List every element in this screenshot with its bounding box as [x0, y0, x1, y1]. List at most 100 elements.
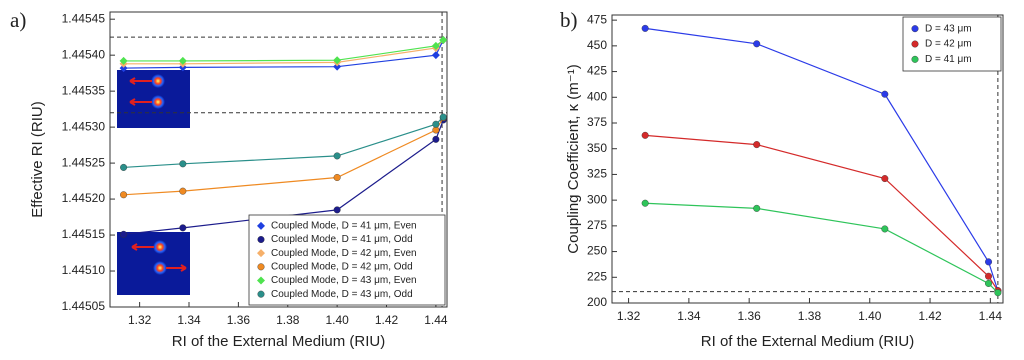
y-tick-label: 350 [587, 141, 607, 155]
legend-box [248, 214, 446, 306]
mode-spot [153, 240, 167, 254]
data-point [432, 120, 440, 128]
legend-marker [257, 235, 265, 243]
legend-label: Coupled Mode, D = 42 μm, Odd [271, 261, 413, 272]
legend-marker [911, 40, 919, 48]
series-line [645, 202, 999, 294]
y-tick-label: 1.44520 [62, 191, 106, 205]
y-tick-label: 425 [587, 64, 607, 78]
x-tick-label: 1.34 [677, 309, 701, 323]
legend-marker [257, 276, 265, 285]
legend-label: Coupled Mode, D = 42 μm, Even [271, 248, 417, 259]
legend-label: Coupled Mode, D = 41 μm, Odd [271, 234, 413, 245]
data-point [641, 24, 649, 32]
y-tick-label: 1.44535 [62, 83, 106, 97]
y-tick-label: 475 [587, 12, 607, 26]
legend-label: D = 41 μm [925, 54, 972, 65]
arrow [131, 243, 187, 272]
x-tick-label: 1.40 [325, 313, 349, 327]
y-tick-label: 1.44545 [62, 11, 106, 25]
y-tick-label: 1.44525 [62, 155, 106, 169]
data-point [439, 36, 448, 45]
y-tick-label: 1.44540 [62, 47, 106, 61]
x-tick-label: 1.38 [276, 313, 300, 327]
legend-label: Coupled Mode, D = 41 μm, Even [271, 220, 417, 231]
mode-spot [151, 95, 165, 109]
y-tick-label: 1.44505 [62, 299, 106, 313]
legend-marker [257, 249, 265, 258]
data-point [120, 191, 128, 199]
panel-label: a) [10, 8, 26, 32]
panel-label: b) [560, 8, 578, 32]
x-tick-label: 1.32 [128, 313, 152, 327]
mode-spot [151, 74, 165, 88]
legend-marker [257, 290, 265, 298]
data-point [333, 62, 342, 71]
x-axis-label: RI of the External Medium (RIU) [172, 333, 385, 350]
x-tick-label: 1.44 [424, 313, 448, 327]
y-tick-label: 1.44530 [62, 119, 106, 133]
y-tick-label: 300 [587, 192, 607, 206]
inset-upper [117, 70, 190, 128]
legend-label: D = 42 μm [925, 39, 972, 50]
data-point [120, 163, 128, 171]
legend-marker [257, 263, 265, 271]
plot-frame [109, 11, 448, 308]
legend-label: Coupled Mode, D = 43 μm, Even [271, 275, 417, 286]
data-point [120, 230, 128, 238]
y-tick-label: 1.44510 [62, 263, 106, 277]
data-point [985, 258, 993, 266]
data-point [119, 56, 128, 65]
data-point [431, 51, 440, 60]
x-tick-label: 1.36 [227, 313, 251, 327]
y-tick-label: 250 [587, 244, 607, 258]
legend-box [902, 16, 1002, 72]
inset-lower [117, 232, 190, 295]
series-line [123, 39, 444, 62]
legend-marker [257, 221, 265, 230]
legend-label: D = 43 μm [925, 23, 972, 34]
legend-marker [911, 25, 919, 33]
data-point [753, 141, 761, 149]
y-tick-label: 200 [587, 295, 607, 309]
legend-label: Coupled Mode, D = 43 μm, Odd [271, 289, 413, 300]
y-tick-label: 1.44515 [62, 227, 106, 241]
x-tick-label: 1.44 [979, 309, 1003, 323]
y-tick-label: 225 [587, 269, 607, 283]
mode-spot [153, 261, 167, 275]
x-tick-label: 1.42 [918, 309, 942, 323]
y-tick-label: 275 [587, 218, 607, 232]
data-point [881, 175, 889, 183]
data-point [439, 113, 447, 121]
data-point [881, 225, 889, 233]
series-line [645, 134, 999, 291]
x-tick-label: 1.32 [617, 309, 641, 323]
data-point [179, 160, 187, 168]
data-point [431, 41, 440, 50]
inset-bg [117, 232, 190, 295]
data-point [333, 152, 341, 160]
data-point [881, 90, 889, 98]
data-point [119, 64, 128, 73]
data-point [753, 40, 761, 48]
y-tick-label: 400 [587, 89, 607, 103]
plot-frame [611, 14, 1004, 304]
x-tick-label: 1.34 [177, 313, 201, 327]
y-tick-label: 375 [587, 115, 607, 129]
data-point [985, 272, 993, 280]
data-point [753, 204, 761, 212]
x-axis-label: RI of the External Medium (RIU) [701, 333, 914, 350]
y-tick-label: 325 [587, 167, 607, 181]
arrow [129, 77, 152, 106]
y-axis-label: Coupling Coefficient, κ (m⁻¹) [565, 64, 582, 253]
data-point [994, 289, 1002, 297]
data-point [641, 131, 649, 139]
y-axis-label: Effective RI (RIU) [29, 101, 46, 217]
x-tick-label: 1.42 [375, 313, 399, 327]
x-tick-label: 1.36 [737, 309, 761, 323]
data-point [179, 224, 187, 232]
y-tick-label: 450 [587, 38, 607, 52]
legend-marker [911, 55, 919, 63]
data-point [641, 199, 649, 207]
